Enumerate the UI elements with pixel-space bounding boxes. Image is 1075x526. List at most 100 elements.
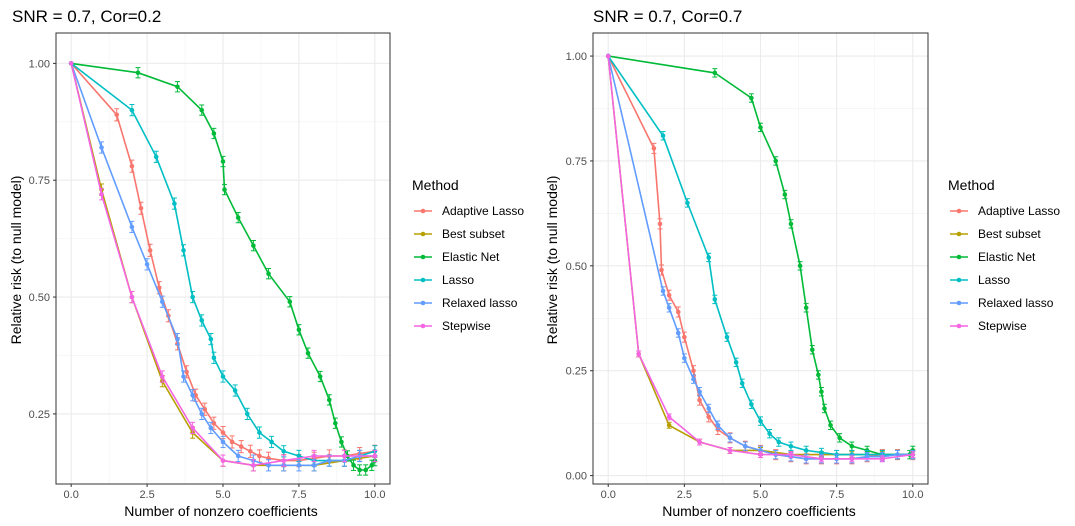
data-point <box>651 146 657 151</box>
legend-key-point <box>420 277 426 283</box>
data-point <box>296 463 302 468</box>
data-point <box>220 430 226 435</box>
legend-label: Lasso <box>978 273 1010 287</box>
data-point <box>742 443 748 449</box>
data-point <box>788 452 794 457</box>
data-point <box>199 411 205 417</box>
data-point <box>767 431 772 436</box>
data-point <box>363 467 369 473</box>
data-point <box>202 406 208 412</box>
legend-right: Method Adaptive Lasso Best subset Elastic … <box>948 177 1060 333</box>
data-point <box>682 355 687 361</box>
y-tick-label: 0.25 <box>566 366 587 378</box>
data-point <box>351 463 356 468</box>
x-tick-label: 5.0 <box>215 489 230 501</box>
series-layer <box>68 61 378 476</box>
data-point <box>822 406 827 411</box>
data-point <box>659 267 664 273</box>
legend-item: Relaxed lasso <box>950 296 1054 310</box>
legend-item: Stepwise <box>414 319 491 333</box>
data-point <box>251 463 256 468</box>
legend-key-point <box>956 277 962 283</box>
data-point <box>184 369 189 375</box>
data-point <box>199 318 205 323</box>
x-tick-label: 10.0 <box>364 489 385 501</box>
data-point <box>305 350 311 356</box>
data-point <box>311 463 317 468</box>
data-point <box>706 406 712 411</box>
data-point <box>244 411 250 417</box>
legend-key-point <box>420 300 426 306</box>
data-point <box>281 448 287 454</box>
data-point <box>175 84 180 90</box>
data-point <box>758 125 763 130</box>
data-point <box>357 467 362 473</box>
data-point <box>220 374 226 379</box>
x-tick-label: 10.0 <box>902 489 923 501</box>
data-point <box>129 294 135 300</box>
legend-label: Adaptive Lasso <box>978 204 1060 218</box>
data-point <box>910 452 916 457</box>
data-point <box>211 420 217 426</box>
data-point <box>266 271 271 276</box>
x-axis-label: Number of nonzero coefficients <box>124 503 318 519</box>
data-point <box>773 158 779 164</box>
data-point <box>208 336 214 342</box>
data-point <box>758 418 763 424</box>
y-tick-label: 0.50 <box>566 261 587 273</box>
legend-title: Method <box>412 177 459 193</box>
y-axis-label: Relative risk (to null model) <box>544 176 560 345</box>
legend-label: Elastic Net <box>442 250 500 264</box>
data-point <box>266 463 271 468</box>
legend-item: Relaxed lasso <box>414 296 518 310</box>
legend-item: Elastic Net <box>950 250 1036 264</box>
data-point <box>666 414 672 420</box>
data-point <box>803 456 809 462</box>
data-point <box>99 191 104 197</box>
y-axis-ticks: 0.25 0.50 0.75 1.00 <box>29 58 56 421</box>
data-point <box>68 61 74 66</box>
chart-panel-right: SNR = 0.7, Cor=0.7 0.0 2.5 5.0 7.5 10.0 0.00… <box>544 7 929 519</box>
data-point <box>159 374 165 379</box>
data-point <box>724 334 730 340</box>
y-tick-label: 0.25 <box>29 409 50 421</box>
legend-item: Best subset <box>414 227 505 241</box>
data-point <box>691 368 696 374</box>
data-point <box>190 294 195 300</box>
data-point <box>153 154 159 160</box>
data-point <box>733 360 739 365</box>
legend-label: Stepwise <box>442 319 491 333</box>
x-tick-label: 2.5 <box>677 489 692 501</box>
series-stepwise <box>605 53 916 463</box>
data-point <box>235 215 241 220</box>
legend-item: Elastic Net <box>414 250 500 264</box>
data-point <box>849 456 855 462</box>
y-tick-label: 0.00 <box>566 471 587 483</box>
data-point <box>269 439 274 445</box>
legend-label: Relaxed lasso <box>978 296 1054 310</box>
x-tick-label: 7.5 <box>829 489 844 501</box>
data-point <box>636 351 641 357</box>
y-tick-label: 0.75 <box>566 156 587 168</box>
data-point <box>788 221 794 227</box>
data-point <box>135 70 141 76</box>
legend-item: Stepwise <box>950 319 1027 333</box>
data-point <box>819 389 824 395</box>
data-point <box>749 401 754 407</box>
data-point <box>190 425 195 431</box>
data-point <box>706 255 712 260</box>
data-point <box>675 309 681 315</box>
legend-key-point <box>420 323 426 329</box>
data-point <box>372 453 378 459</box>
data-point <box>138 205 144 211</box>
x-tick-label: 2.5 <box>139 489 154 501</box>
data-point <box>175 336 180 342</box>
data-point <box>803 448 809 453</box>
data-point <box>248 448 253 454</box>
data-point <box>342 453 347 459</box>
data-point <box>837 435 842 441</box>
data-point <box>797 263 803 269</box>
legend-label: Relaxed lasso <box>442 296 518 310</box>
data-point <box>287 299 293 305</box>
data-point <box>114 112 120 118</box>
